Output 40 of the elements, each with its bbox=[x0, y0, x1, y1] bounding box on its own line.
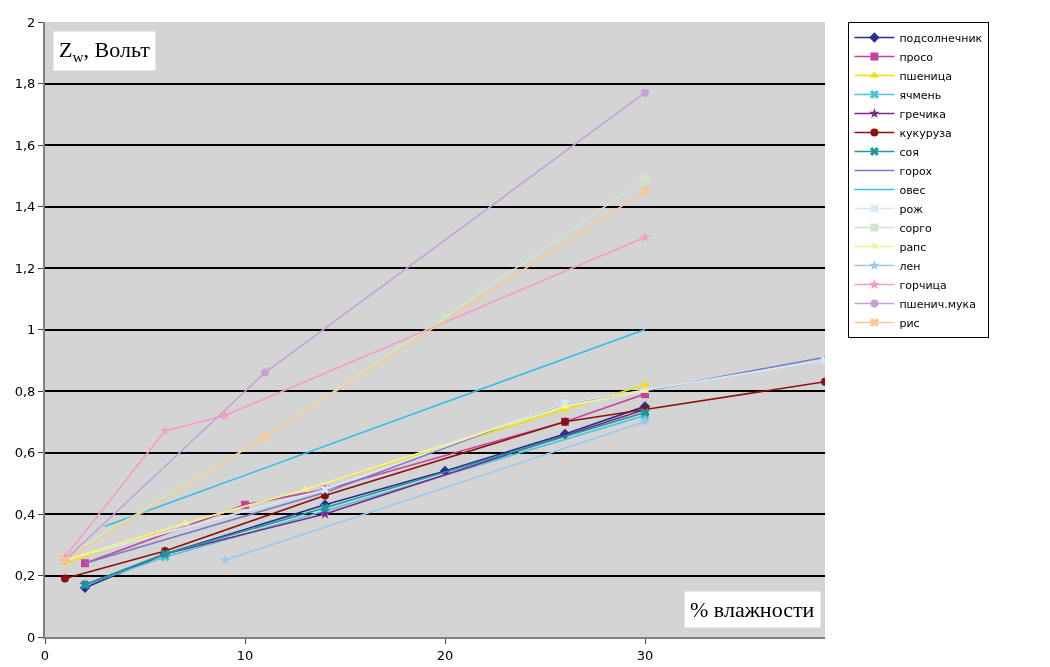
y-tick-label: 0,2 bbox=[14, 568, 36, 584]
legend-label: рис bbox=[899, 316, 920, 330]
y-tick-label: 1,2 bbox=[14, 260, 36, 276]
y-axis-title: Z$_{w}$, Вольт bbox=[59, 37, 151, 65]
legend-label: просо bbox=[899, 50, 934, 64]
legend-label: горох bbox=[899, 164, 933, 178]
x-tick-label: 0 bbox=[40, 647, 50, 663]
y-tick-label: 0,8 bbox=[14, 383, 36, 399]
legend-label: рож bbox=[899, 202, 924, 216]
point bbox=[640, 380, 650, 387]
x-axis-title: % влажности bbox=[690, 597, 815, 622]
y-tick-label: 0,4 bbox=[14, 506, 36, 522]
y-tick-label: 0,6 bbox=[14, 445, 36, 461]
y-tick-label: 1 bbox=[27, 322, 36, 338]
y-tick-label: 0 bbox=[27, 629, 36, 645]
x-tick-label: 20 bbox=[436, 647, 454, 663]
point bbox=[641, 88, 649, 97]
legend-label: пшенич.мука bbox=[899, 297, 976, 311]
x-tick-label: 30 bbox=[636, 647, 654, 663]
point bbox=[261, 368, 269, 377]
y-tick-label: 1,4 bbox=[14, 199, 36, 215]
legend-label: ячмень bbox=[899, 88, 942, 102]
legend-label: кукуруза bbox=[899, 126, 952, 140]
legend-label: сорго bbox=[899, 221, 932, 235]
y-tick-label: 1,6 bbox=[14, 137, 36, 153]
legend-label: пшеница bbox=[899, 69, 952, 83]
legend-label: лен bbox=[899, 259, 921, 273]
y-tick-label: 2 bbox=[27, 14, 36, 30]
point bbox=[640, 186, 650, 196]
point bbox=[639, 416, 651, 427]
legend-label: подсолнечник bbox=[899, 31, 983, 45]
legend-label: соя bbox=[899, 145, 919, 159]
y-tick-label: 1,8 bbox=[14, 76, 36, 92]
legend-label: гречика bbox=[899, 107, 946, 121]
x-tick-label: 10 bbox=[236, 647, 254, 663]
point bbox=[639, 231, 651, 242]
point bbox=[61, 574, 69, 583]
legend-label: овес bbox=[899, 183, 926, 197]
legend-label: рапс bbox=[899, 240, 927, 254]
legend-label: горчица bbox=[899, 278, 947, 292]
